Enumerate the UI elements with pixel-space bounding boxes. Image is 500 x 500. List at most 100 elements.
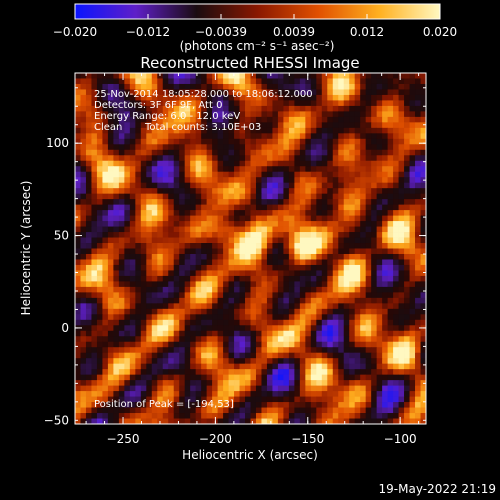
heatmap-cell — [140, 341, 147, 348]
heatmap-cell — [360, 166, 367, 173]
heatmap-cell — [404, 264, 410, 271]
heatmap-cell — [228, 155, 235, 162]
heatmap-cell — [113, 341, 120, 348]
heatmap-cell — [294, 199, 301, 206]
heatmap-cell — [360, 237, 367, 244]
heatmap-cell — [107, 78, 114, 85]
heatmap-cell — [195, 330, 202, 337]
heatmap-cell — [96, 89, 103, 96]
heatmap-cell — [206, 314, 213, 321]
heatmap-cell — [250, 297, 257, 304]
heatmap-cell — [387, 116, 394, 123]
heatmap-cell — [409, 155, 416, 162]
heatmap-cell — [179, 253, 186, 260]
heatmap-cell — [376, 275, 383, 282]
heatmap-cell — [349, 369, 356, 376]
heatmap-cell — [338, 94, 345, 101]
heatmap-cell — [223, 221, 229, 227]
heatmap-cell — [283, 89, 290, 96]
heatmap-cell — [349, 352, 356, 359]
heatmap-cell — [277, 270, 284, 277]
heatmap-cell — [338, 341, 345, 348]
heatmap-cell — [327, 336, 334, 343]
heatmap-cell — [266, 363, 273, 370]
heatmap-cell — [277, 297, 284, 304]
heatmap-cell — [168, 94, 175, 101]
heatmap-cell — [151, 264, 158, 271]
heatmap-cell — [113, 325, 120, 332]
heatmap-cell — [354, 286, 361, 293]
heatmap-cell — [266, 243, 273, 249]
heatmap-cell — [80, 347, 87, 354]
heatmap-cell — [294, 253, 301, 260]
heatmap-cell — [217, 418, 224, 424]
heatmap-cell — [255, 182, 262, 189]
heatmap-cell — [190, 330, 197, 337]
heatmap-cell — [190, 133, 197, 140]
heatmap-cell — [415, 303, 421, 310]
heatmap-cell — [310, 248, 317, 255]
heatmap-cell — [195, 149, 202, 156]
heatmap-cell — [398, 204, 405, 211]
heatmap-cell — [96, 199, 103, 206]
heatmap-cell — [146, 171, 153, 178]
heatmap-cell — [415, 78, 421, 85]
heatmap-cell — [299, 330, 306, 337]
heatmap-cell — [305, 363, 312, 370]
heatmap-cell — [387, 314, 394, 321]
heatmap-cell — [277, 105, 284, 112]
heatmap-cell — [354, 308, 361, 315]
heatmap-cell — [393, 127, 399, 134]
heatmap-cell — [283, 303, 290, 310]
heatmap-cell — [266, 144, 273, 151]
heatmap-cell — [217, 413, 224, 419]
heatmap-cell — [113, 380, 120, 387]
heatmap-cell — [354, 111, 361, 118]
heatmap-cell — [118, 105, 125, 112]
heatmap-cell — [146, 347, 153, 354]
heatmap-cell — [387, 270, 394, 277]
heatmap-cell — [245, 341, 251, 348]
heatmap-cell — [294, 232, 301, 238]
heatmap-cell — [118, 325, 125, 332]
heatmap-cell — [206, 89, 213, 96]
heatmap-cell — [288, 232, 295, 238]
heatmap-cell — [371, 243, 378, 249]
heatmap-cell — [173, 171, 180, 178]
heatmap-cell — [420, 155, 426, 162]
heatmap-cell — [305, 166, 312, 173]
heatmap-cell — [305, 237, 312, 244]
heatmap-cell — [179, 391, 186, 397]
heatmap-cell — [124, 83, 131, 90]
heatmap-cell — [365, 270, 372, 277]
heatmap-cell — [305, 330, 312, 337]
heatmap-cell — [354, 314, 361, 321]
heatmap-cell — [190, 303, 197, 310]
heatmap-cell — [332, 402, 339, 408]
heatmap-cell — [354, 83, 361, 90]
heatmap-cell — [250, 413, 257, 419]
heatmap-cell — [85, 336, 92, 343]
heatmap-cell — [162, 111, 169, 118]
heatmap-cell — [299, 94, 306, 101]
heatmap-cell — [338, 122, 345, 129]
heatmap-cell — [277, 292, 284, 299]
heatmap-cell — [343, 347, 350, 354]
heatmap-cell — [129, 122, 136, 129]
heatmap-cell — [349, 199, 356, 206]
heatmap-cell — [420, 89, 426, 96]
heatmap-cell — [420, 111, 426, 118]
heatmap-cell — [190, 78, 197, 85]
heatmap-cell — [387, 199, 394, 206]
heatmap-cell — [107, 89, 114, 96]
heatmap-cell — [393, 281, 399, 288]
heatmap-cell — [124, 171, 131, 178]
heatmap-cell — [349, 144, 356, 151]
heatmap-cell — [371, 396, 378, 403]
heatmap-cell — [387, 330, 394, 337]
heatmap-cell — [283, 138, 290, 145]
heatmap-cell — [404, 94, 410, 101]
heatmap-cell — [124, 133, 131, 140]
heatmap-cell — [228, 352, 235, 359]
heatmap-cell — [354, 413, 361, 419]
